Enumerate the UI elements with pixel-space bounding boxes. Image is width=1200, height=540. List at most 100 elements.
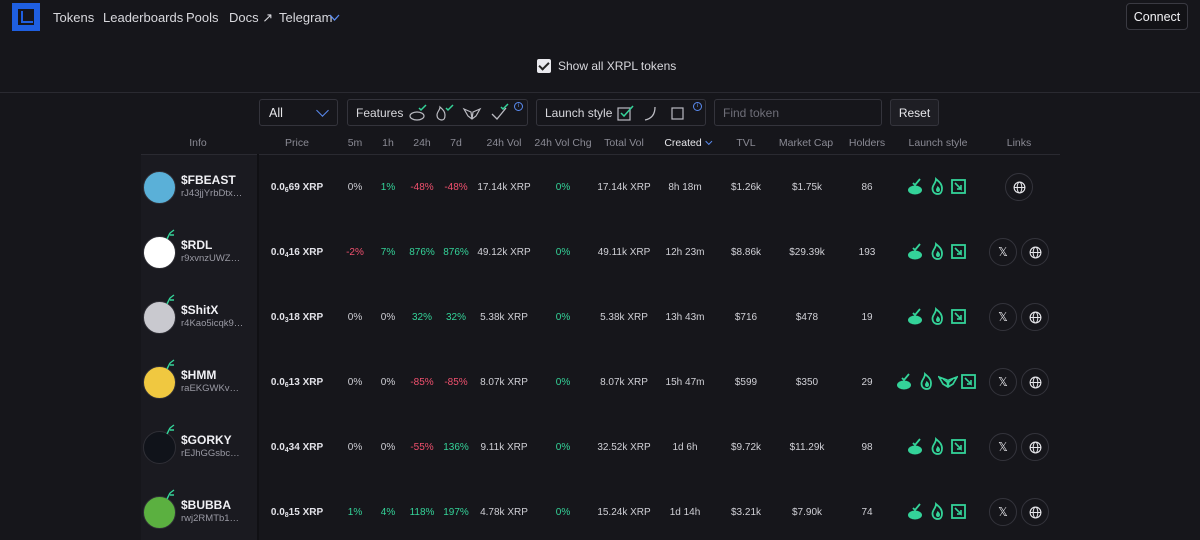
- features-info-icon[interactable]: i: [514, 102, 523, 111]
- launch-style-icons: [907, 305, 970, 327]
- header-label: 1h: [382, 137, 394, 149]
- pool-filter-icon[interactable]: [408, 103, 428, 123]
- square-filter-icon[interactable]: [667, 103, 687, 123]
- verified-filter-icon[interactable]: [489, 103, 509, 123]
- website-link-button[interactable]: [1021, 368, 1049, 396]
- nav-pools[interactable]: Pools: [186, 10, 219, 25]
- header-label: 24h: [413, 137, 431, 149]
- token-address: rwj2RMTb1…: [181, 513, 240, 524]
- header-price: Price: [285, 137, 309, 149]
- launch-style-info-icon[interactable]: i: [693, 102, 702, 111]
- launch-box-icon: [949, 305, 969, 327]
- created-age: 8h 18m: [668, 182, 702, 193]
- nav-docs[interactable]: Docs ↗: [229, 10, 274, 25]
- launch-box-icon: [949, 500, 969, 522]
- nav-leaderboards[interactable]: Leaderboards: [103, 10, 184, 25]
- pool-icon: [907, 500, 927, 522]
- header-links: Links: [1007, 137, 1032, 149]
- token-address: raEKGWKv…: [181, 383, 240, 394]
- launch-box-icon: [949, 240, 969, 262]
- website-link-button[interactable]: [1021, 303, 1049, 331]
- header-created[interactable]: Created: [664, 137, 713, 149]
- table-row[interactable]: $GORKY rEJhGGsbc… 0.0434 XRP 0% 0% -55% 136% 9.…: [0, 415, 1200, 480]
- token-avatar[interactable]: [143, 301, 176, 334]
- change-24h: 876%: [409, 247, 435, 258]
- token-symbol[interactable]: $ShitX: [181, 303, 219, 317]
- table-row[interactable]: $HMM raEKGWKv… 0.0613 XRP 0% 0% -85% -85% 8.07k…: [0, 350, 1200, 415]
- created-age: 1d 6h: [672, 442, 698, 453]
- x-link-button[interactable]: 𝕏: [989, 433, 1017, 461]
- table-row[interactable]: $ShitX r4Kao5icqk9… 0.0318 XRP 0% 0% 32% 32% 5.…: [0, 285, 1200, 350]
- token-avatar[interactable]: [143, 496, 176, 529]
- wings-filter-icon[interactable]: [462, 103, 482, 123]
- token-avatar[interactable]: [143, 236, 176, 269]
- show-all-checkbox[interactable]: [537, 59, 551, 73]
- header-total-vol: Total Vol: [604, 137, 644, 149]
- x-link-button[interactable]: 𝕏: [989, 368, 1017, 396]
- token-avatar[interactable]: [143, 431, 176, 464]
- logo-icon[interactable]: [12, 3, 40, 31]
- token-symbol[interactable]: $BUBBA: [181, 498, 232, 512]
- table-row[interactable]: $RDL r9xvnzUWZ… 0.0416 XRP -2% 7% 876% 876% 49.…: [0, 220, 1200, 285]
- website-link-button[interactable]: [1021, 498, 1049, 526]
- x-link-button[interactable]: 𝕏: [989, 498, 1017, 526]
- x-link-button[interactable]: 𝕏: [989, 303, 1017, 331]
- find-token-search[interactable]: [714, 99, 882, 126]
- website-link-button[interactable]: [1021, 433, 1049, 461]
- x-icon: 𝕏: [998, 245, 1008, 259]
- curve-filter-icon[interactable]: [641, 103, 661, 123]
- pool-icon: [907, 175, 927, 197]
- nav-telegram[interactable]: Telegram: [279, 10, 333, 25]
- features-filter[interactable]: Features i: [347, 99, 528, 126]
- token-symbol[interactable]: $HMM: [181, 368, 217, 382]
- header-label: Links: [1006, 137, 1032, 149]
- flame-filter-icon[interactable]: [434, 103, 454, 123]
- table-row[interactable]: $FBEAST rJ43jjYrbDtx… 0.0669 XRP 0% 1% -48% -4…: [0, 155, 1200, 220]
- connect-button[interactable]: Connect: [1126, 3, 1188, 30]
- volume-24h: 8.07k XRP: [480, 377, 528, 388]
- token-avatar[interactable]: [143, 171, 176, 204]
- header-5m: 5m: [348, 137, 363, 149]
- launch-style-filter[interactable]: Launch style i: [536, 99, 706, 126]
- chevron-down-icon: [316, 104, 329, 117]
- token-avatar[interactable]: [143, 366, 176, 399]
- x-link-button[interactable]: 𝕏: [989, 238, 1017, 266]
- flame-icon: [928, 305, 948, 327]
- header-label: 5m: [347, 137, 363, 149]
- table-divider: [141, 154, 1060, 155]
- new-sprout-icon: [166, 229, 175, 240]
- header-1h: 1h: [382, 137, 394, 149]
- show-all-toggle[interactable]: Show all XRPL tokens: [537, 59, 676, 73]
- launch-box-filter-icon[interactable]: [615, 103, 635, 123]
- tvl: $3.21k: [730, 507, 762, 518]
- website-link-button[interactable]: [1005, 173, 1033, 201]
- header-launch-style: Launch style: [909, 137, 968, 149]
- tvl: $599: [734, 377, 758, 388]
- website-icon: [1029, 441, 1042, 454]
- search-input[interactable]: [715, 100, 881, 125]
- holders: 29: [861, 377, 873, 388]
- token-symbol[interactable]: $FBEAST: [181, 173, 236, 187]
- price-zero-count: 8: [284, 512, 289, 519]
- reset-button[interactable]: Reset: [890, 99, 939, 126]
- website-link-button[interactable]: [1021, 238, 1049, 266]
- price-prefix: 0.0: [270, 442, 285, 453]
- token-symbol[interactable]: $GORKY: [181, 433, 232, 447]
- info-column-divider: [257, 154, 259, 540]
- header-label: Price: [285, 137, 309, 149]
- token-price: 0.0318 XRP: [271, 312, 323, 324]
- table-row[interactable]: $BUBBA rwj2RMTb1… 0.0815 XRP 1% 4% 118% 197% 4.…: [0, 480, 1200, 540]
- volume-24h: 49.12k XRP: [477, 247, 531, 258]
- total-volume: 17.14k XRP: [597, 182, 651, 193]
- launch-style-icons: [907, 435, 970, 457]
- chevron-down-icon[interactable]: [329, 14, 340, 22]
- token-symbol[interactable]: $RDL: [181, 238, 213, 252]
- price-zero-count: 4: [284, 447, 289, 454]
- market-cap: $478: [795, 312, 819, 323]
- nav-tokens[interactable]: Tokens: [53, 10, 95, 25]
- sort-desc-icon[interactable]: [705, 137, 713, 146]
- category-select[interactable]: All: [259, 99, 338, 126]
- new-sprout-icon: [166, 294, 175, 305]
- token-address: rEJhGGsbc…: [181, 448, 240, 459]
- change-7d: 32%: [445, 312, 467, 323]
